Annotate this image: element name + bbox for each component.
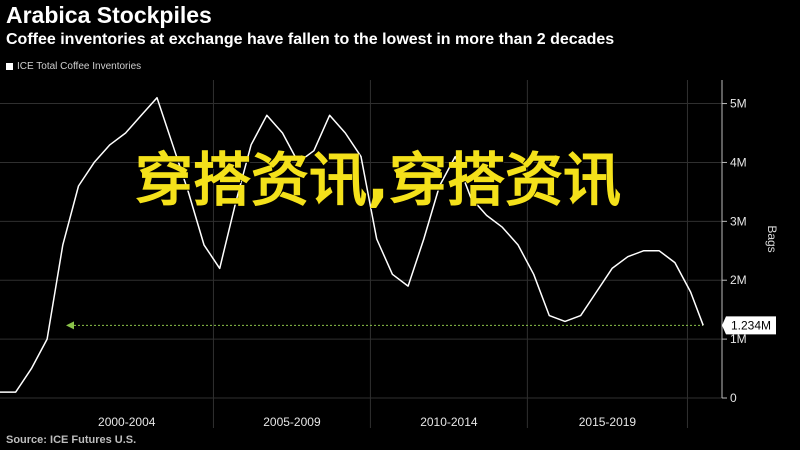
y-tick-label: 3M bbox=[730, 214, 747, 228]
last-value-label: 1.234M bbox=[731, 318, 771, 332]
overlay-watermark-text: 穿搭资讯,穿搭资讯 bbox=[134, 146, 622, 214]
y-tick-label: 0 bbox=[730, 391, 737, 405]
y-tick-label: 4M bbox=[730, 155, 747, 169]
chart-legend: ICE Total Coffee Inventories bbox=[6, 61, 141, 72]
y-axis-title: Bags bbox=[765, 225, 779, 252]
reference-arrow bbox=[66, 321, 74, 330]
last-value-callout bbox=[722, 316, 776, 335]
chart-subtitle: Coffee inventories at exchange have fall… bbox=[6, 31, 615, 48]
legend-label: ICE Total Coffee Inventories bbox=[17, 61, 142, 72]
y-tick-label: 5M bbox=[730, 97, 747, 111]
x-tick-label: 2010-2014 bbox=[420, 415, 478, 429]
legend-swatch bbox=[6, 63, 13, 70]
series-line bbox=[0, 96, 704, 393]
x-tick-label: 2000-2004 bbox=[98, 415, 156, 429]
x-tick-label: 2005-2009 bbox=[263, 415, 321, 429]
y-tick-label: 2M bbox=[730, 273, 747, 287]
chart-source: Source: ICE Futures U.S. bbox=[6, 434, 137, 446]
x-tick-label: 2015-2019 bbox=[579, 415, 637, 429]
y-tick-label: 1M bbox=[730, 332, 747, 346]
chart-title: Arabica Stockpiles bbox=[6, 2, 212, 28]
